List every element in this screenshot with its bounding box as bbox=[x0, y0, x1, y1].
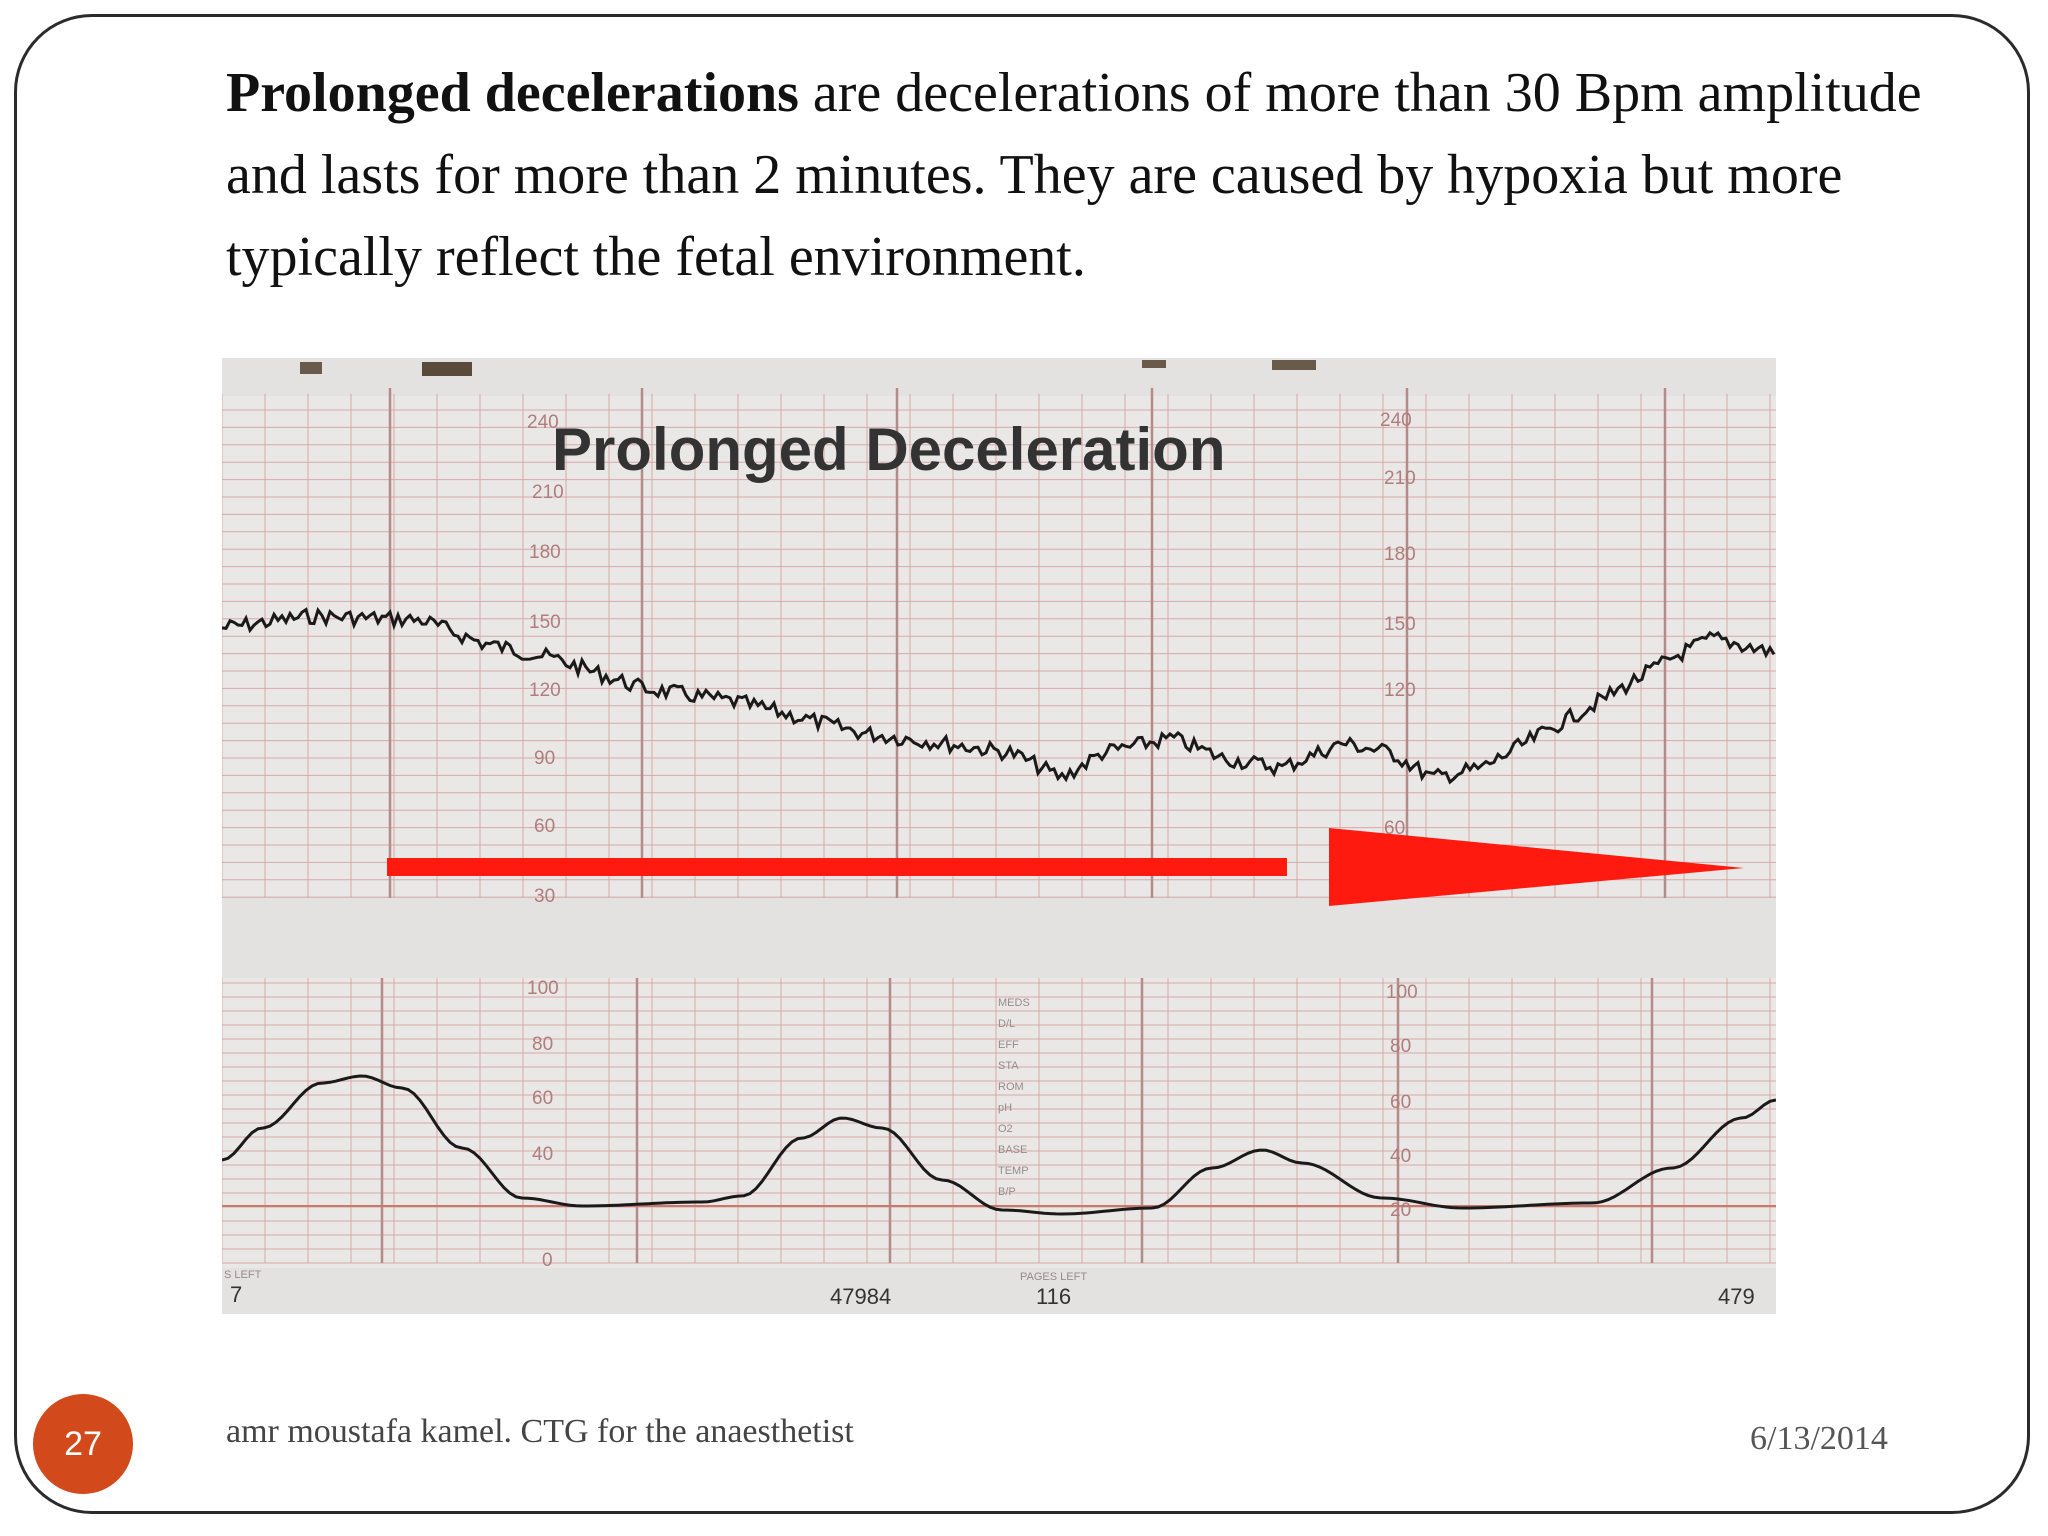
bold-term: Prolonged decelerations bbox=[226, 62, 799, 124]
fhr-tick-label: 150 bbox=[529, 612, 561, 633]
uc-tick-label: 40 bbox=[1390, 1146, 1411, 1167]
side-labels: MEDS D/L EFF STA ROM pH O2 BASE TEMP B/P bbox=[998, 997, 1030, 1198]
fhr-tick-label: 90 bbox=[534, 748, 555, 769]
uc-tick-label: 100 bbox=[527, 978, 559, 999]
uc-tick-label: 60 bbox=[1390, 1092, 1411, 1113]
fhr-tick-label: 60 bbox=[534, 816, 555, 837]
fhr-tick-label: 120 bbox=[529, 680, 561, 701]
paper-mark bbox=[1272, 360, 1316, 370]
uc-tick-label: 60 bbox=[532, 1088, 553, 1109]
uc-grid bbox=[222, 978, 1776, 1264]
fhr-tick-label: 240 bbox=[1380, 410, 1412, 431]
ctg-figure: 240 210 180 150 120 90 60 30 240 210 180… bbox=[222, 358, 1776, 1314]
side-label: STA bbox=[998, 1060, 1019, 1072]
fhr-tick-label: 180 bbox=[529, 542, 561, 563]
paper-label-left: S LEFT bbox=[224, 1269, 262, 1281]
pages-left-value: 116 bbox=[1036, 1284, 1071, 1309]
side-label: TEMP bbox=[998, 1165, 1029, 1177]
footer-text: amr moustafa kamel. CTG for the anaesthe… bbox=[226, 1413, 854, 1450]
uc-tick-label: 80 bbox=[532, 1034, 553, 1055]
side-label: EFF bbox=[998, 1039, 1019, 1051]
fhr-tick-label: 210 bbox=[1384, 468, 1416, 489]
uc-tick-label: 100 bbox=[1386, 982, 1418, 1003]
fhr-tick-label: 150 bbox=[1384, 614, 1416, 635]
side-label: BASE bbox=[998, 1144, 1027, 1156]
fhr-tick-label: 240 bbox=[527, 412, 559, 433]
uc-tick-label: 0 bbox=[542, 1250, 553, 1271]
side-label: ROM bbox=[998, 1081, 1024, 1093]
fhr-trace bbox=[222, 606, 1776, 785]
pages-left-label: PAGES LEFT bbox=[1020, 1271, 1087, 1283]
duration-arrow bbox=[387, 828, 1744, 906]
arrow-head bbox=[1329, 828, 1744, 906]
fhr-scale-right: 240 210 180 150 120 60 bbox=[1380, 410, 1416, 839]
figure-title: Prolonged Deceleration bbox=[552, 416, 1225, 483]
definition-text: are decelerations of more than 30 Bpm am… bbox=[226, 62, 1922, 288]
fhr-tick-label: 210 bbox=[532, 482, 564, 503]
side-label: D/L bbox=[998, 1018, 1015, 1030]
slide-date: 6/13/2014 bbox=[1750, 1420, 1888, 1457]
side-label: B/P bbox=[998, 1186, 1016, 1198]
side-label: pH bbox=[998, 1102, 1012, 1114]
fhr-scale-left: 240 210 180 150 120 90 60 30 bbox=[527, 412, 564, 907]
arrow-shaft bbox=[387, 858, 1287, 876]
body-text: Prolonged decelerations are deceleration… bbox=[226, 52, 1946, 298]
fhr-tick-label: 60 bbox=[1384, 818, 1405, 839]
paper-serial: 47984 bbox=[830, 1284, 891, 1309]
uc-tick-label: 40 bbox=[532, 1144, 553, 1165]
fhr-tick-label: 120 bbox=[1384, 680, 1416, 701]
slide-number-badge: 27 bbox=[33, 1394, 133, 1494]
side-label: O2 bbox=[998, 1123, 1013, 1135]
paper-label-left-num: 7 bbox=[230, 1282, 242, 1307]
paper-serial-right: 479 bbox=[1718, 1284, 1755, 1309]
uc-tick-label: 20 bbox=[1390, 1200, 1411, 1221]
paper-mark bbox=[1142, 360, 1166, 368]
uc-scale-left: 100 80 60 40 0 bbox=[527, 978, 559, 1271]
uc-scale-right: 100 80 60 40 20 bbox=[1386, 982, 1418, 1221]
side-label: MEDS bbox=[998, 997, 1030, 1009]
uc-trace bbox=[222, 1074, 1776, 1216]
uc-tick-label: 80 bbox=[1390, 1036, 1411, 1057]
paper-mark bbox=[422, 362, 472, 376]
fhr-tick-label: 30 bbox=[534, 886, 555, 907]
fhr-grid bbox=[222, 388, 1776, 898]
paper-mark bbox=[300, 362, 322, 374]
fhr-tick-label: 180 bbox=[1384, 544, 1416, 565]
